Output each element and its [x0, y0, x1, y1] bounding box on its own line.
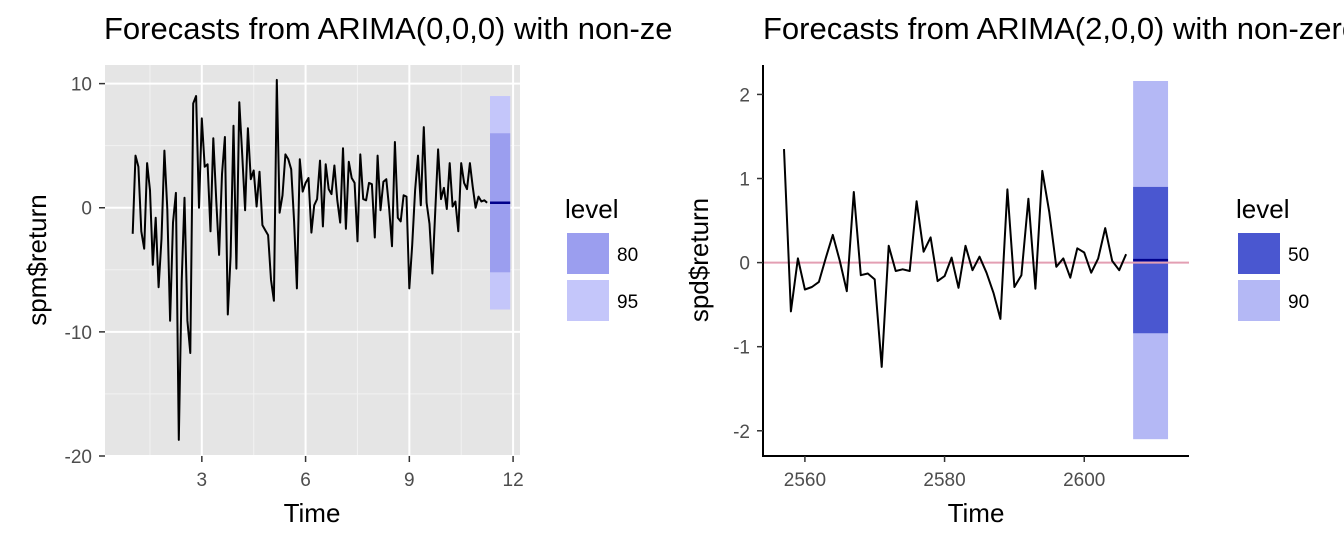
left-y-axis-title: spm$return [22, 194, 52, 326]
left-y-tick-label: -10 [65, 323, 92, 344]
right-y-tick-label: 0 [739, 254, 750, 275]
left-y-axis: -20 -10 0 10 [65, 75, 105, 468]
left-series-lines [131, 78, 511, 441]
left-chart-panel: Forecasts from ARIMA(0,0,0) with non-zer… [22, 11, 786, 528]
left-x-tick-label: 9 [404, 470, 415, 491]
left-plot-background [105, 65, 520, 456]
left-chart-title: Forecasts from ARIMA(0,0,0) with non-zer… [104, 11, 786, 46]
right-legend: level 50 90 [1236, 194, 1309, 321]
left-x-axis-title: Time [284, 498, 341, 528]
right-series-lines [783, 149, 1169, 368]
right-legend-title: level [1236, 194, 1289, 224]
right-observed-line [783, 149, 1128, 368]
left-observed-line [131, 78, 488, 441]
left-x-axis: 3 6 9 12 [197, 456, 524, 491]
left-legend: level 80 95 [565, 194, 638, 321]
right-legend-label-90: 90 [1288, 292, 1309, 313]
right-x-tick-label: 2560 [784, 470, 826, 491]
left-grid [105, 65, 520, 457]
left-legend-key-95 [567, 280, 609, 321]
left-legend-label-95: 95 [617, 292, 638, 313]
right-x-axis-title: Time [948, 498, 1005, 528]
left-legend-key-80 [567, 233, 609, 274]
left-x-tick-label: 6 [300, 470, 311, 491]
right-x-tick-label: 2580 [923, 470, 965, 491]
right-chart-title: Forecasts from ARIMA(2,0,0) with non-zer… [763, 11, 1344, 46]
right-x-tick-label: 2600 [1063, 470, 1105, 491]
right-y-axis: -2 -1 0 1 2 [733, 85, 763, 443]
left-y-tick-label: 10 [71, 75, 92, 96]
right-x-axis: 2560 2580 2600 [784, 456, 1105, 491]
left-legend-title: level [565, 194, 618, 224]
left-y-tick-label: 0 [81, 199, 92, 220]
right-y-tick-label: 2 [739, 85, 750, 106]
left-legend-label-80: 80 [617, 245, 638, 266]
left-x-tick-label: 3 [197, 470, 208, 491]
right-legend-key-50 [1238, 233, 1280, 274]
left-x-tick-label: 12 [503, 470, 524, 491]
right-legend-label-50: 50 [1288, 245, 1309, 266]
left-y-tick-label: -20 [65, 447, 92, 468]
right-y-tick-label: -2 [733, 422, 750, 443]
right-chart-panel: Forecasts from ARIMA(2,0,0) with non-zer… [684, 11, 1344, 528]
right-y-axis-title: spd$return [684, 198, 714, 322]
right-y-tick-label: 1 [739, 170, 750, 191]
right-legend-key-90 [1238, 280, 1280, 321]
right-y-tick-label: -1 [733, 338, 750, 359]
